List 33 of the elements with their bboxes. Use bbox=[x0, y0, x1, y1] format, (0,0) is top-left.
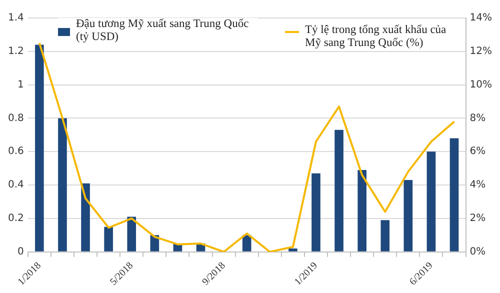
y2-tick-label: 8% bbox=[470, 112, 486, 124]
bar bbox=[380, 220, 390, 252]
bar bbox=[35, 44, 44, 252]
bar bbox=[426, 152, 436, 252]
bar bbox=[404, 180, 413, 252]
bar bbox=[312, 173, 320, 252]
bar bbox=[104, 226, 113, 252]
bar bbox=[334, 130, 344, 252]
bar bbox=[450, 138, 459, 252]
bar bbox=[58, 118, 67, 252]
y2-tick-label: 10% bbox=[470, 79, 492, 90]
legend-label: Tỷ lệ trong tổng xuất khẩu của Mỹ sang Trung Quốc (%) bbox=[305, 24, 448, 50]
bar bbox=[242, 235, 252, 252]
y2-tick-label: 4% bbox=[470, 180, 486, 191]
y-tick-label: 0.8 bbox=[8, 112, 24, 124]
bar bbox=[358, 170, 366, 252]
y-tick-label: 0.4 bbox=[8, 180, 24, 191]
y2-tick-label: 2% bbox=[470, 213, 486, 224]
y-tick-label: 1.2 bbox=[8, 46, 24, 58]
legend-label: Đậu tương Mỹ xuất sang Trung Quốc (tỷ USD) bbox=[76, 18, 250, 44]
bar bbox=[150, 235, 160, 252]
y2-tick-label: 12% bbox=[470, 46, 492, 58]
y-tick-label: 0.2 bbox=[8, 213, 24, 224]
y2-tick-label: 0% bbox=[470, 246, 486, 258]
y-tick-label: 1 bbox=[18, 79, 24, 90]
y-tick-label: 1.4 bbox=[8, 12, 24, 24]
bar bbox=[127, 216, 136, 252]
bar bbox=[81, 183, 90, 252]
y2-tick-label: 14% bbox=[470, 12, 492, 24]
y-tick-label: 0 bbox=[18, 246, 24, 258]
y2-tick-label: 6% bbox=[470, 146, 486, 158]
y-tick-label: 0.6 bbox=[8, 146, 24, 158]
bar bbox=[288, 248, 298, 252]
